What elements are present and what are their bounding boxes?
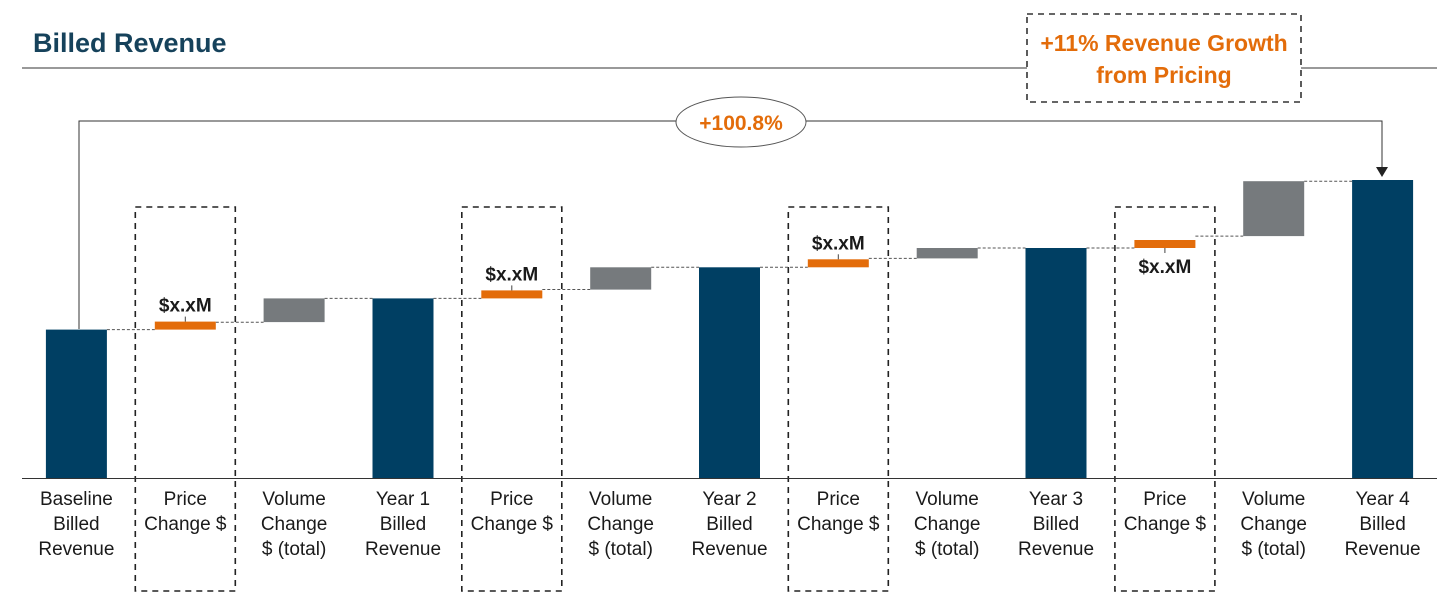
category-label-line: Change [261, 514, 328, 535]
category-label-line: Revenue [1018, 539, 1094, 560]
category-label-line: $ (total) [262, 539, 326, 560]
category-label-line: Price [490, 489, 533, 510]
category-label-line: Change $ [144, 514, 227, 535]
category-label-line: Revenue [365, 539, 441, 560]
category-label-line: Year 2 [702, 489, 756, 510]
category-label-line: Baseline [40, 489, 113, 510]
category-label-line: Year 4 [1355, 489, 1410, 510]
category-label: Volume Change $ (total) [261, 489, 328, 560]
price-change-bar [481, 290, 543, 299]
category-label: Year 3 Billed Revenue [1018, 489, 1094, 560]
category-label: Price Change $ [144, 489, 227, 535]
category-label-line: Volume [589, 489, 652, 510]
category-label-line: Year 1 [376, 489, 430, 510]
category-label-line: Revenue [38, 539, 114, 560]
category-label-line: Change $ [797, 514, 880, 535]
price-change-value-label: $x.xM [159, 296, 212, 317]
category-label-line: Price [817, 489, 860, 510]
price-change-bar [1134, 240, 1196, 248]
price-change-value-label: $x.xM [485, 264, 538, 285]
category-label: Baseline Billed Revenue [38, 489, 114, 560]
price-change-highlight-box [134, 206, 237, 592]
category-label-line: Billed [1359, 514, 1405, 535]
category-label: Volume Change $ (total) [914, 489, 981, 560]
category-label-line: Change [914, 514, 981, 535]
price-change-bar [807, 259, 869, 268]
category-label: Volume Change $ (total) [587, 489, 654, 560]
volume-change-bar [1243, 181, 1305, 237]
chart-title: Billed Revenue [33, 28, 227, 58]
category-label-line: Year 3 [1029, 489, 1083, 510]
price-change-bar [154, 321, 216, 330]
volume-change-bar [263, 298, 325, 323]
category-label: Price Change $ [797, 489, 880, 535]
price-change-highlight-box [787, 206, 890, 592]
pricing-growth-line-2: from Pricing [1096, 62, 1231, 88]
price-change-value-label: $x.xM [812, 233, 865, 254]
category-label-line: $ (total) [915, 539, 979, 560]
category-label-line: $ (total) [588, 539, 652, 560]
volume-change-bar [916, 248, 978, 259]
growth-callout: +100.8% [699, 112, 783, 135]
category-label-line: $ (total) [1241, 539, 1305, 560]
category-label-line: Billed [706, 514, 752, 535]
price-change-highlight-box [1114, 206, 1216, 592]
category-label: Year 4 Billed Revenue [1345, 489, 1421, 560]
category-label-line: Volume [1242, 489, 1305, 510]
category-label-line: Revenue [691, 539, 767, 560]
billed-revenue-bar [45, 329, 107, 478]
price-change-value-label: $x.xM [1138, 257, 1191, 278]
category-label: Price Change $ [471, 489, 554, 535]
category-label-line: Price [164, 489, 207, 510]
growth-bracket: +100.8% [78, 96, 1388, 329]
billed-revenue-bar [372, 298, 434, 478]
category-label: Price Change $ [1124, 489, 1207, 535]
category-label-line: Change $ [1124, 514, 1207, 535]
category-label: Year 2 Billed Revenue [691, 489, 767, 560]
category-label-line: Billed [1033, 514, 1079, 535]
billed-revenue-bar [699, 267, 760, 478]
category-label-line: Volume [262, 489, 325, 510]
category-label-line: Change [587, 514, 654, 535]
category-label-line: Volume [916, 489, 979, 510]
category-label: Year 1 Billed Revenue [365, 489, 441, 560]
category-label-line: Billed [380, 514, 426, 535]
pricing-growth-line-1: +11% Revenue Growth [1040, 30, 1287, 56]
pricing-growth-annotation: +11% Revenue Growth from Pricing [1026, 13, 1302, 103]
category-label: Volume Change $ (total) [1240, 489, 1307, 560]
category-label-line: Change [1240, 514, 1307, 535]
category-label-line: Revenue [1345, 539, 1421, 560]
billed-revenue-bar [1025, 248, 1087, 478]
category-label-line: Change $ [471, 514, 554, 535]
category-label-line: Billed [53, 514, 99, 535]
billed-revenue-bar [1352, 180, 1414, 478]
price-change-highlight-box [460, 206, 563, 592]
volume-change-bar [590, 267, 652, 290]
category-label-line: Price [1143, 489, 1186, 510]
